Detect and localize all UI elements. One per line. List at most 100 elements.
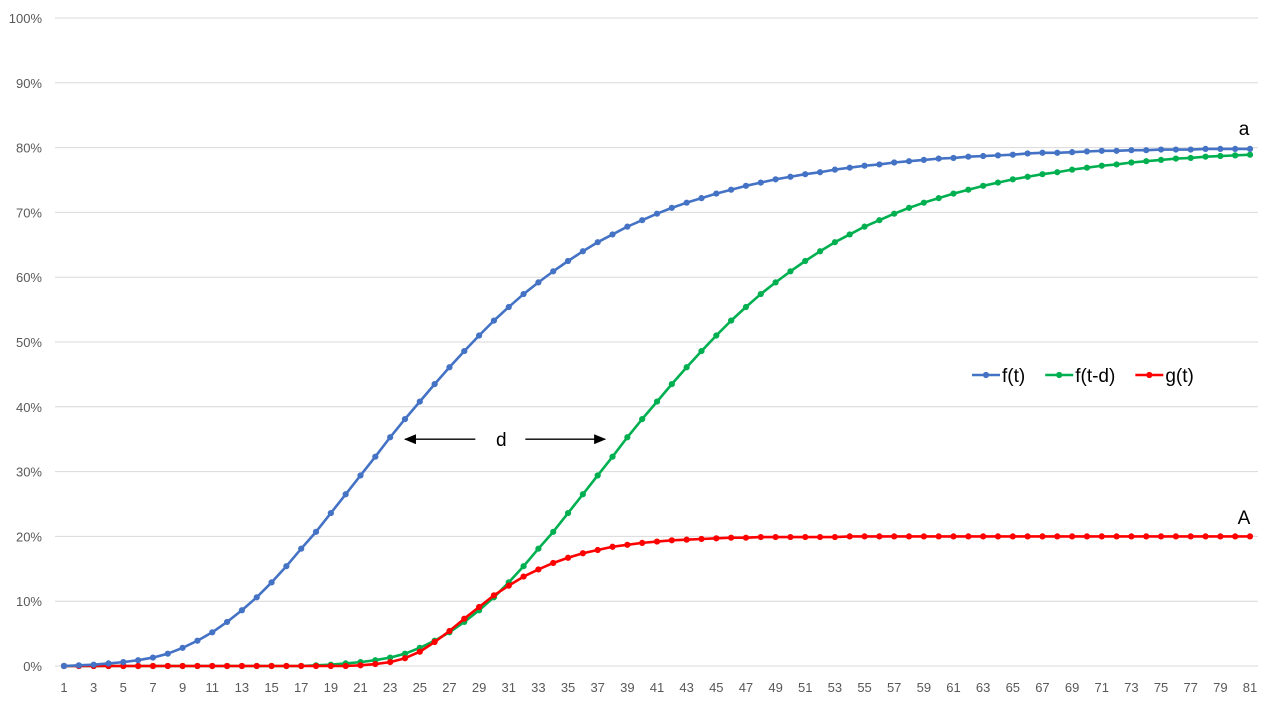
data-point (520, 563, 527, 570)
data-point (1098, 162, 1105, 169)
data-point (609, 231, 616, 238)
data-point (505, 303, 512, 311)
x-tick-label: 37 (590, 680, 604, 695)
data-point (535, 545, 542, 552)
data-point (1246, 533, 1254, 540)
data-point (149, 654, 157, 661)
data-point (772, 176, 779, 183)
data-point (935, 155, 942, 162)
data-point (372, 660, 379, 668)
data-point (387, 659, 394, 666)
data-point (935, 533, 942, 540)
data-point (1113, 161, 1120, 168)
data-point (164, 650, 171, 657)
data-point (1083, 148, 1091, 155)
x-tick-label: 67 (1035, 680, 1049, 695)
data-point (1069, 149, 1076, 156)
data-point (846, 231, 853, 238)
data-point (965, 153, 972, 160)
data-point (713, 535, 720, 542)
data-point (653, 538, 661, 545)
x-tick-label: 15 (264, 680, 278, 695)
x-tick-label: 57 (887, 680, 901, 695)
annotation-d: d (496, 430, 507, 451)
data-point (1024, 150, 1031, 157)
series-line (64, 153, 1251, 668)
data-point (1083, 533, 1091, 540)
data-point (1246, 145, 1254, 152)
data-point (446, 364, 453, 371)
data-point (787, 533, 794, 541)
legend-item-f(t-d): f(t-d) (1045, 366, 1115, 387)
data-point (1232, 152, 1239, 159)
gridlines (55, 17, 1258, 602)
data-point (238, 662, 245, 670)
data-point (668, 537, 675, 544)
x-tick-label: 63 (976, 680, 990, 695)
data-point (594, 472, 601, 479)
data-point (802, 533, 809, 541)
x-tick-label: 75 (1154, 680, 1168, 695)
data-point (357, 472, 364, 479)
data-point (520, 290, 527, 298)
data-point (683, 364, 690, 371)
data-point (535, 566, 542, 573)
data-point (698, 347, 705, 355)
x-tick-label: 7 (149, 680, 156, 695)
data-point (1172, 533, 1179, 540)
data-point (268, 662, 275, 670)
data-point (980, 152, 987, 160)
data-point (1054, 149, 1061, 156)
annotation-a: a (1239, 119, 1250, 140)
data-point (431, 381, 438, 388)
data-point (920, 199, 927, 206)
data-point (505, 582, 512, 589)
data-point (1098, 147, 1105, 154)
data-point (624, 434, 631, 441)
x-tick-label: 77 (1183, 680, 1197, 695)
x-tick-label: 29 (472, 680, 486, 695)
data-point (1113, 147, 1120, 154)
legend-swatch-marker (1146, 371, 1153, 379)
y-tick-label: 90% (16, 76, 42, 91)
data-point (401, 655, 409, 662)
x-tick-label: 81 (1243, 680, 1257, 695)
data-point (209, 662, 216, 670)
x-tick-label: 35 (561, 680, 575, 695)
data-point (564, 257, 572, 265)
data-point (876, 533, 883, 540)
data-point (1098, 533, 1105, 540)
data-point (905, 158, 913, 165)
data-point (1113, 533, 1120, 540)
data-point (1054, 533, 1061, 540)
x-tick-label: 51 (798, 680, 812, 695)
x-tick-label: 17 (294, 680, 308, 695)
data-point (728, 534, 735, 541)
data-point (639, 539, 646, 546)
data-point (372, 453, 379, 460)
data-point (698, 535, 705, 543)
data-point (223, 618, 231, 626)
data-point (105, 660, 112, 667)
x-tick-label: 31 (502, 680, 516, 695)
data-point (772, 533, 779, 541)
data-point (253, 594, 260, 601)
y-tick-label: 60% (16, 270, 42, 285)
y-tick-label: 30% (16, 465, 42, 480)
data-point (1039, 533, 1046, 540)
x-tick-label: 73 (1124, 680, 1138, 695)
x-tick-label: 71 (1095, 680, 1109, 695)
data-point (728, 186, 735, 193)
data-point (1143, 533, 1150, 540)
data-point (787, 268, 794, 275)
data-point (1009, 151, 1016, 158)
data-point (1172, 146, 1179, 153)
series-g(t) (60, 533, 1254, 670)
data-point (639, 416, 646, 423)
data-point (327, 662, 334, 670)
data-point (713, 332, 720, 339)
data-point (1024, 533, 1031, 540)
data-point (1024, 173, 1031, 180)
data-point (816, 533, 824, 541)
data-point (194, 662, 201, 670)
